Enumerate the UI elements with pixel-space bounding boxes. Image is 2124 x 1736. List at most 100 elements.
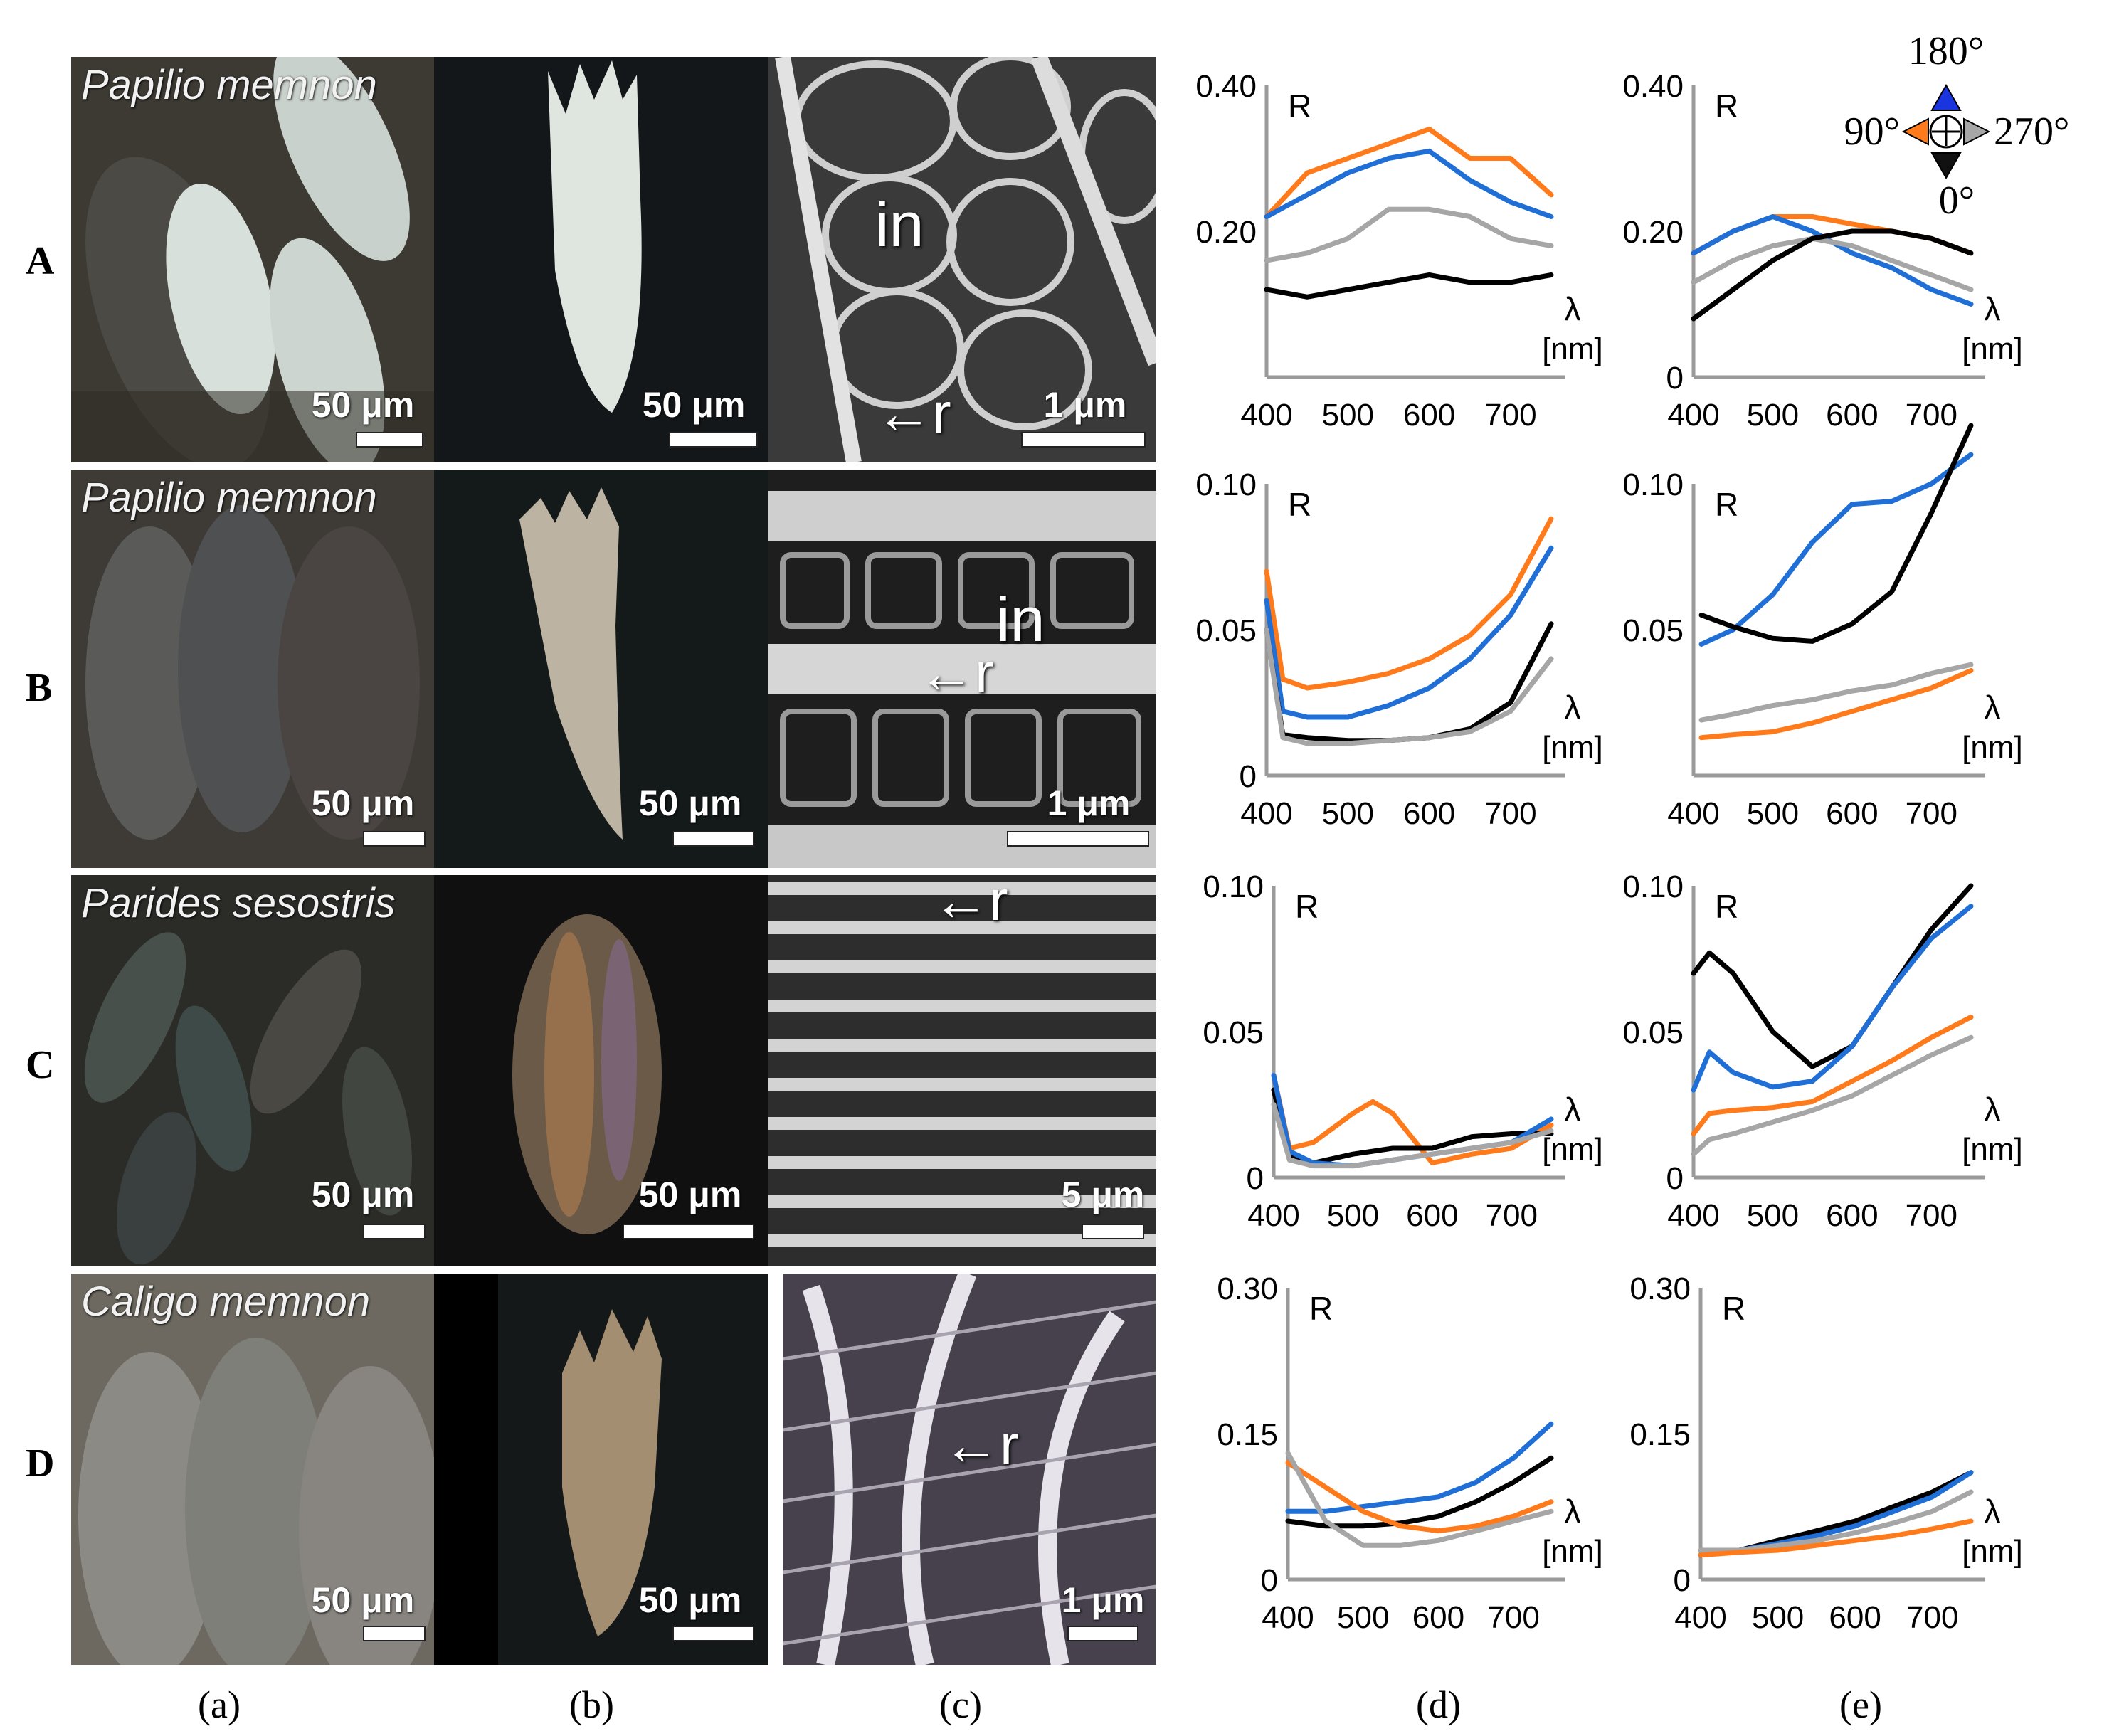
legend-label-90: 90°: [1844, 110, 1900, 154]
y-tick-label-Dd-2: 0: [1261, 1563, 1278, 1598]
sem-arrow-r-d: ←r: [943, 1413, 1019, 1476]
x-axis-symbol-Cd: λ: [1565, 1091, 1581, 1128]
series-line-Cd-1: [1271, 1087, 1554, 1165]
micrograph-b-row-c: 50 μm: [434, 875, 768, 1266]
sem-photo-c1: [768, 57, 1156, 462]
x-tick-label-Ce-0: 400: [1667, 1198, 1719, 1233]
scale-bar-c3: [1082, 1224, 1144, 1239]
scale-photo-b1: [434, 57, 768, 462]
x-tick-label-Dd-3: 700: [1487, 1600, 1539, 1635]
scale-photo-a2: [71, 470, 434, 868]
y-tick-label-Bd-2: 0: [1240, 759, 1257, 794]
arrow-90-icon: [1901, 117, 1929, 146]
scale-text-c3: 5 μm: [1061, 1175, 1145, 1214]
scale-photo-a4: [71, 1274, 434, 1665]
series-line-Bd-3: [1264, 627, 1554, 746]
x-tick-label-Bd-3: 700: [1484, 796, 1536, 831]
x-tick-label-Ad-1: 500: [1322, 398, 1374, 433]
scale-text-b2: 50 μm: [638, 783, 742, 823]
x-tick-label-Ad-0: 400: [1240, 398, 1292, 433]
series-line-Ce-1: [1691, 904, 1974, 1093]
y-axis-label-Be: R: [1715, 486, 1738, 523]
arrow-180-icon: [1930, 83, 1962, 111]
x-tick-label-De-3: 700: [1906, 1600, 1958, 1635]
x-tick-label-Cd-3: 700: [1486, 1198, 1538, 1233]
row-label-a: A: [26, 239, 55, 283]
scale-photo-a1: [71, 57, 434, 462]
x-axis-unit-Ce: [nm]: [1962, 1132, 2023, 1167]
scale-text-a1: 50 μm: [311, 385, 415, 425]
column-label-b: (b): [569, 1683, 614, 1726]
x-tick-label-Ad-3: 700: [1484, 398, 1536, 433]
y-tick-label-Ae-2: 0: [1666, 361, 1684, 396]
series-line-Ce-0: [1691, 883, 1974, 1069]
y-axis-label-Cd: R: [1295, 888, 1319, 925]
sem-photo-c3: [768, 875, 1156, 1266]
scale-bar-a4: [363, 1626, 426, 1641]
x-tick-label-Ae-3: 700: [1906, 398, 1957, 433]
sem-photo-c2: [768, 470, 1156, 868]
micrograph-a-row-c: Parides sesostris 50 μm: [71, 875, 434, 1266]
y-axis-label-Ad: R: [1288, 88, 1311, 125]
y-tick-label-De-2: 0: [1674, 1563, 1691, 1598]
series-line-Dd-3: [1285, 1450, 1554, 1548]
x-tick-label-Be-3: 700: [1906, 796, 1957, 831]
sem-arrow-r-a: ←r: [875, 381, 951, 445]
scale-bar-a2: [363, 831, 426, 847]
sem-label-in-b: in: [996, 584, 1045, 655]
micrograph-a-row-d: Caligo memnon 50 μm: [71, 1274, 434, 1665]
scale-photo-b4: [434, 1274, 768, 1665]
scale-bar-a3: [363, 1224, 426, 1239]
sem-label-r-b: r: [975, 641, 994, 704]
micrograph-b-row-d: 50 μm: [434, 1274, 768, 1665]
x-tick-label-Bd-0: 400: [1240, 796, 1292, 831]
series-line-Ae-3: [1691, 228, 1974, 322]
x-axis-unit-Ad: [nm]: [1542, 332, 1603, 366]
sem-arrow-r-c: ←r: [932, 875, 1008, 933]
x-axis-symbol-Ae: λ: [1985, 290, 2001, 327]
series-line-Cd-2: [1271, 1073, 1554, 1169]
y-tick-label-Ae-0: 0.40: [1622, 69, 1684, 104]
scale-photo-b3: [434, 875, 768, 1266]
x-tick-label-Cd-2: 600: [1406, 1198, 1458, 1233]
scale-text-c4: 1 μm: [1061, 1580, 1145, 1620]
y-axis-label-Ae: R: [1715, 88, 1738, 125]
scale-photo-a3: [71, 875, 434, 1266]
scale-text-a4: 50 μm: [311, 1580, 415, 1620]
series-line-Dd-2: [1285, 1460, 1554, 1534]
row-label-c: C: [26, 1043, 55, 1087]
species-label-d: Caligo memnon: [81, 1279, 371, 1325]
scale-bar-c4: [1067, 1626, 1138, 1641]
x-tick-label-De-0: 400: [1674, 1600, 1726, 1635]
y-tick-label-De-1: 0.15: [1629, 1417, 1691, 1452]
species-label-b: Papilio memnon: [81, 475, 377, 521]
scale-text-b3: 50 μm: [638, 1175, 742, 1214]
y-tick-label-Bd-1: 0.05: [1195, 613, 1257, 648]
column-label-a: (a): [198, 1683, 241, 1726]
x-axis-unit-Cd: [nm]: [1542, 1132, 1603, 1167]
y-axis-label-Bd: R: [1288, 486, 1311, 523]
y-tick-label-Be-1: 0.05: [1622, 613, 1684, 648]
y-axis-label-Ce: R: [1715, 888, 1738, 925]
x-tick-label-De-2: 600: [1829, 1600, 1881, 1635]
scale-text-a2: 50 μm: [311, 783, 415, 823]
sem-photo-c4: [783, 1274, 1156, 1665]
x-axis-symbol-De: λ: [1985, 1493, 2001, 1530]
sem-label-r-a: r: [932, 381, 951, 445]
sem-image-row-d: ←r 1 μm: [783, 1274, 1156, 1665]
x-tick-label-Be-0: 400: [1667, 796, 1719, 831]
x-tick-label-Ce-3: 700: [1906, 1198, 1957, 1233]
series-line-Be-1: [1698, 423, 1974, 644]
series-line-Bd-0: [1264, 516, 1554, 691]
micrograph-a-row-a: Papilio memnon 50 μm: [71, 57, 434, 462]
sem-image-row-a: in ←r 1 μm: [768, 57, 1156, 462]
x-axis-unit-Bd: [nm]: [1542, 730, 1603, 765]
x-tick-label-Cd-1: 500: [1327, 1198, 1379, 1233]
series-line-Ad-0: [1264, 127, 1554, 219]
series-line-Bd-1: [1264, 545, 1554, 720]
x-tick-label-Bd-1: 500: [1322, 796, 1374, 831]
micrograph-b-row-b: 50 μm: [434, 470, 768, 868]
y-tick-label-Ad-1: 0.20: [1195, 215, 1257, 250]
